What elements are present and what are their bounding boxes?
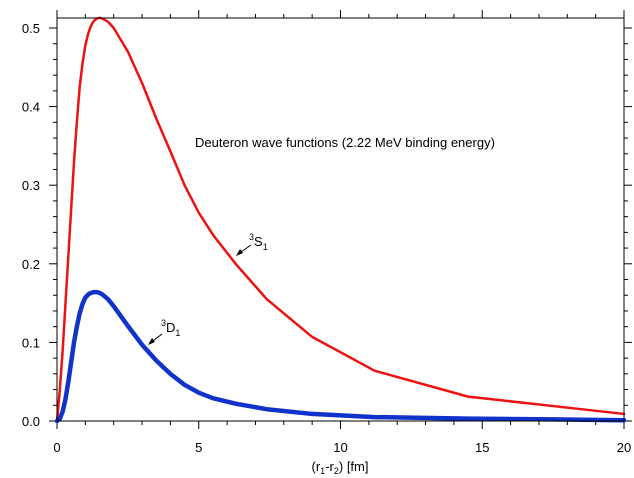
tick-labels: 0 5 10 15 20 0.0 0.1 0.2 0.3 0.4 0.5 — [22, 21, 631, 455]
y-tick-label: 0.4 — [22, 100, 40, 115]
y-tick-label: 0.3 — [22, 178, 40, 193]
label-3s1-main: S — [254, 234, 263, 249]
series-label-3s1: 3S1 — [236, 232, 268, 256]
label-3d1-sub: 1 — [175, 328, 180, 338]
series-layer — [54, 16, 627, 424]
x-tick-label: 15 — [475, 440, 489, 455]
label-3s1-sup: 3 — [249, 232, 254, 242]
y-tick-label: 0.0 — [22, 414, 40, 429]
y-tick-label: 0.5 — [22, 21, 40, 36]
y-tick-label: 0.1 — [22, 335, 40, 350]
x-tick-label: 20 — [617, 440, 631, 455]
svg-text:3D1: 3D1 — [161, 318, 180, 338]
x-axis-label: (r1-r2) [fm] — [312, 459, 369, 476]
x-tick-label: 5 — [195, 440, 202, 455]
label-3s1-sub: 1 — [263, 242, 268, 252]
arrow-3d1-head — [148, 338, 155, 345]
x-tick-label: 0 — [53, 440, 60, 455]
label-3d1-main: D — [166, 320, 175, 335]
label-3d1-sup: 3 — [161, 318, 166, 328]
chart-annotation: Deuteron wave functions (2.22 MeV bindin… — [195, 135, 495, 150]
x-tick-label: 10 — [333, 440, 347, 455]
svg-text:3S1: 3S1 — [249, 232, 268, 252]
y-tick-label: 0.2 — [22, 257, 40, 272]
tick-marks — [49, 10, 632, 429]
arrow-3s1-head — [236, 249, 243, 256]
series-line-0 — [55, 16, 626, 423]
plot-frame — [56, 17, 625, 422]
series-label-3d1: 3D1 — [148, 318, 180, 345]
series-line-1 — [54, 289, 627, 424]
